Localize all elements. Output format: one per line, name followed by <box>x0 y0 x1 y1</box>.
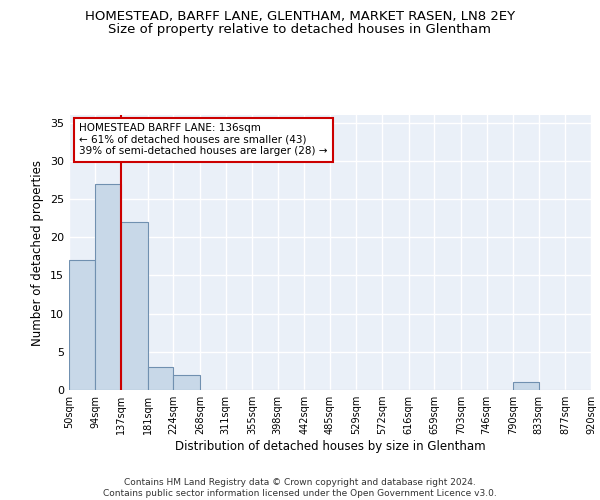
Bar <box>95 184 121 390</box>
Bar <box>69 260 95 390</box>
Bar <box>173 374 200 390</box>
Text: HOMESTEAD BARFF LANE: 136sqm
← 61% of detached houses are smaller (43)
39% of se: HOMESTEAD BARFF LANE: 136sqm ← 61% of de… <box>79 123 328 156</box>
Y-axis label: Number of detached properties: Number of detached properties <box>31 160 44 346</box>
Text: Size of property relative to detached houses in Glentham: Size of property relative to detached ho… <box>109 22 491 36</box>
Bar <box>513 382 539 390</box>
Bar <box>148 367 173 390</box>
Text: HOMESTEAD, BARFF LANE, GLENTHAM, MARKET RASEN, LN8 2EY: HOMESTEAD, BARFF LANE, GLENTHAM, MARKET … <box>85 10 515 23</box>
Bar <box>121 222 148 390</box>
X-axis label: Distribution of detached houses by size in Glentham: Distribution of detached houses by size … <box>175 440 485 453</box>
Text: Contains HM Land Registry data © Crown copyright and database right 2024.
Contai: Contains HM Land Registry data © Crown c… <box>103 478 497 498</box>
